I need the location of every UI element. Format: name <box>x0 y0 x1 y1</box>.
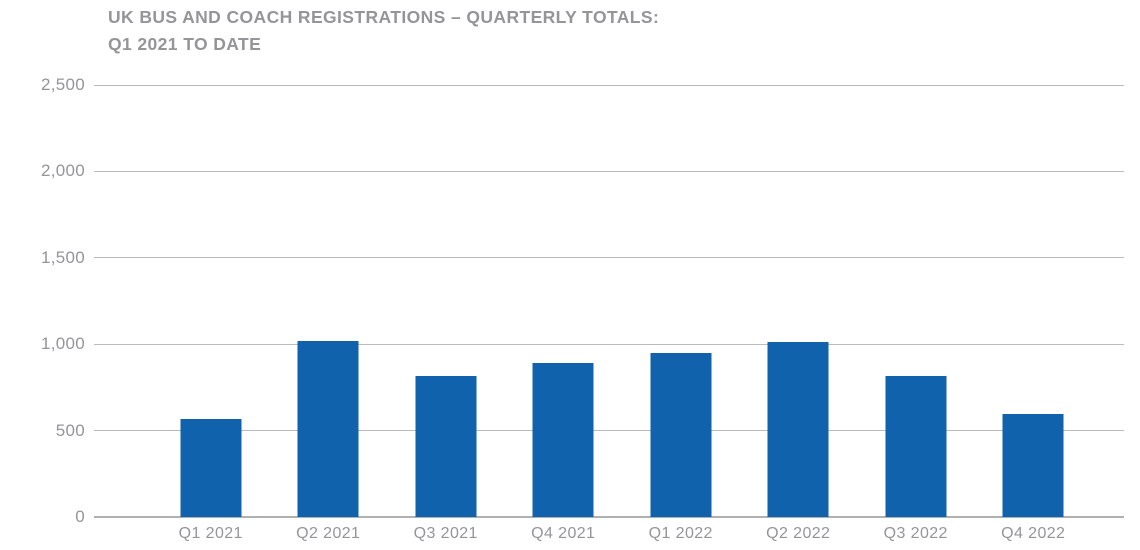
bar-q1-2021 <box>180 419 242 517</box>
x-tick-label: Q2 2022 <box>766 525 831 542</box>
bar-q3-2022 <box>885 376 947 517</box>
bar-q1-2022 <box>650 352 712 517</box>
plot-area: 2,500 2,000 1,500 1,000 500 0 Q1 2021 Q2 2021 Q… <box>41 75 1124 542</box>
x-tick-label: Q2 2021 <box>296 525 361 542</box>
y-tick-label: 2,500 <box>40 75 85 94</box>
gridline <box>94 170 1124 172</box>
x-tick-label: Q4 2021 <box>531 525 596 542</box>
gridline <box>94 343 1124 345</box>
x-axis-labels: Q1 2021 Q2 2021 Q3 2021 Q4 2021 Q1 2022 Q2 20… <box>152 525 1092 543</box>
bar-q4-2022 <box>1002 414 1064 517</box>
x-tick-label: Q3 2022 <box>883 525 948 542</box>
bar-slot <box>152 85 270 517</box>
y-tick-label: 500 <box>55 420 85 440</box>
bar-slot <box>387 85 505 517</box>
chart-title-line2: Q1 2021 TO DATE <box>108 34 262 54</box>
y-tick-label: 1,000 <box>40 334 85 354</box>
bar-q4-2021 <box>532 363 594 517</box>
x-tick-label: Q1 2021 <box>178 525 243 542</box>
bar-slot <box>622 85 740 517</box>
bars-row <box>152 85 1092 517</box>
bar-q2-2021 <box>297 340 359 517</box>
bar-slot <box>740 85 858 517</box>
gridline <box>94 257 1124 259</box>
chart-title-line1: UK BUS AND COACH REGISTRATIONS – QUARTER… <box>108 7 660 27</box>
x-axis-line <box>94 516 1124 518</box>
gridline <box>94 430 1124 432</box>
y-tick-label: 0 <box>75 507 85 526</box>
x-tick-label: Q3 2021 <box>413 525 478 542</box>
x-tick-label: Q4 2022 <box>1001 525 1066 542</box>
gridline <box>94 84 1124 86</box>
bar-q3-2021 <box>415 376 477 517</box>
bar-q2-2022 <box>767 342 829 517</box>
y-tick-label: 2,000 <box>40 161 85 181</box>
y-tick-label: 1,500 <box>40 247 85 267</box>
bar-slot <box>270 85 388 517</box>
bar-slot <box>857 85 975 517</box>
x-tick-label: Q1 2022 <box>648 525 713 542</box>
bar-slot <box>975 85 1093 517</box>
bar-slot <box>505 85 623 517</box>
chart-title: UK BUS AND COACH REGISTRATIONS – QUARTER… <box>108 4 659 58</box>
